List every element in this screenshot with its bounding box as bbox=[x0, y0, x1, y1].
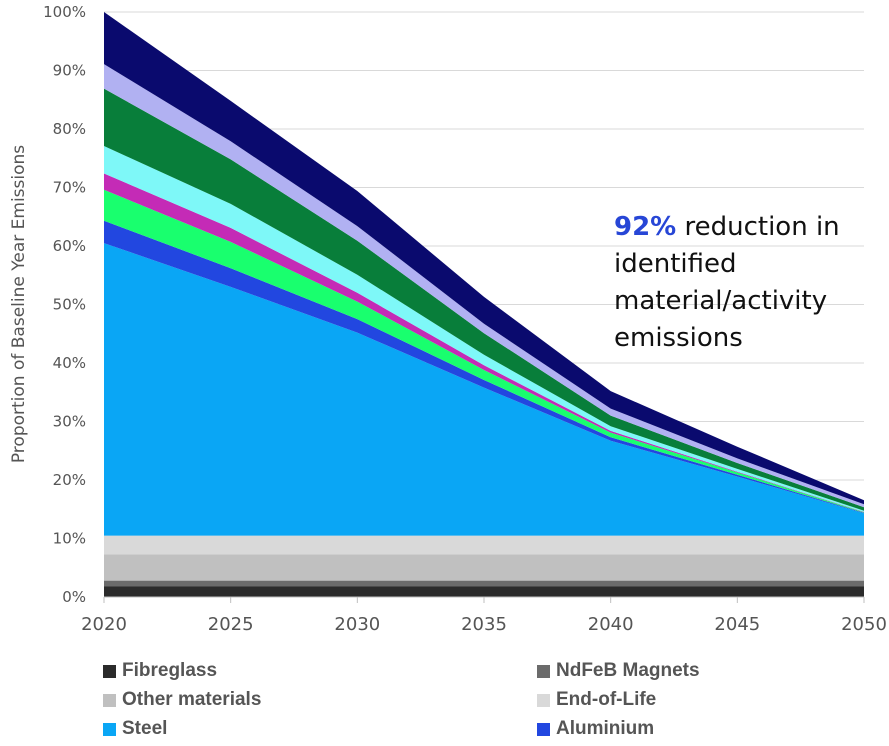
y-tick-label: 20% bbox=[53, 471, 86, 489]
reduction-text: reduction in identified material/activit… bbox=[614, 212, 840, 353]
legend-swatch bbox=[103, 693, 116, 707]
area-steel bbox=[104, 243, 864, 536]
y-tick-label: 60% bbox=[53, 237, 86, 255]
y-tick-label: 100% bbox=[43, 3, 86, 21]
legend-swatch bbox=[103, 722, 116, 736]
legend-swatch bbox=[103, 664, 116, 678]
area-series-8 bbox=[104, 173, 864, 513]
x-tick-label: 2020 bbox=[81, 614, 127, 635]
x-tick-label: 2025 bbox=[208, 614, 254, 635]
area-end-of-life bbox=[104, 535, 864, 555]
x-tick-label: 2045 bbox=[714, 614, 760, 635]
area-fibreglass bbox=[104, 586, 864, 597]
area-series bbox=[104, 12, 864, 597]
legend-label: Aluminium bbox=[556, 718, 655, 739]
area-ndfeb-magnets bbox=[104, 580, 864, 587]
legend-item-aluminium: Aluminium bbox=[537, 718, 654, 740]
legend-label: End-of-Life bbox=[556, 689, 657, 710]
x-tick-label: 2040 bbox=[588, 614, 634, 635]
legend-swatch bbox=[537, 664, 550, 678]
area-series-9 bbox=[104, 146, 864, 512]
legend-item-steel: Steel bbox=[103, 718, 167, 740]
y-tick-label: 10% bbox=[53, 530, 86, 548]
legend-item-ndfeb-magnets: NdFeB Magnets bbox=[537, 660, 700, 682]
legend-label: Other materials bbox=[122, 689, 262, 710]
y-tick-label: 40% bbox=[53, 354, 86, 372]
y-tick-label: 90% bbox=[53, 62, 86, 80]
stacked-area-chart: 0% 10% 20% 30% 40% 50% 60% 70% 80% 90% 100% 2020 202… bbox=[9, 3, 887, 635]
y-tick-label: 30% bbox=[53, 413, 86, 431]
y-tick-label: 80% bbox=[53, 120, 86, 138]
legend-label: Steel bbox=[122, 718, 168, 739]
legend-item-other-materials: Other materials bbox=[103, 689, 261, 711]
legend-label: NdFeB Magnets bbox=[556, 660, 700, 681]
x-tick-label: 2035 bbox=[461, 614, 507, 635]
y-tick-label: 0% bbox=[62, 588, 86, 606]
x-tick-label: 2050 bbox=[841, 614, 887, 635]
y-tick-label: 50% bbox=[53, 296, 86, 314]
legend-label: Fibreglass bbox=[122, 660, 218, 681]
y-tick-label: 70% bbox=[53, 179, 86, 197]
reduction-annotation: 92% reduction in identified material/act… bbox=[614, 209, 884, 357]
area-aluminium bbox=[104, 220, 864, 514]
x-tick-label: 2030 bbox=[334, 614, 380, 635]
legend-item-end-of-life: End-of-Life bbox=[537, 689, 656, 711]
reduction-percent: 92% bbox=[614, 212, 677, 242]
legend-swatch bbox=[537, 693, 550, 707]
area-series-7 bbox=[104, 189, 864, 513]
area-other-materials bbox=[104, 554, 864, 581]
legend-item-fibreglass: Fibreglass bbox=[103, 660, 217, 682]
y-axis-title: Proportion of Baseline Year Emissions bbox=[9, 145, 29, 463]
legend-swatch bbox=[537, 722, 550, 736]
axes: 0% 10% 20% 30% 40% 50% 60% 70% 80% 90% 100% 2020 202… bbox=[43, 3, 887, 635]
